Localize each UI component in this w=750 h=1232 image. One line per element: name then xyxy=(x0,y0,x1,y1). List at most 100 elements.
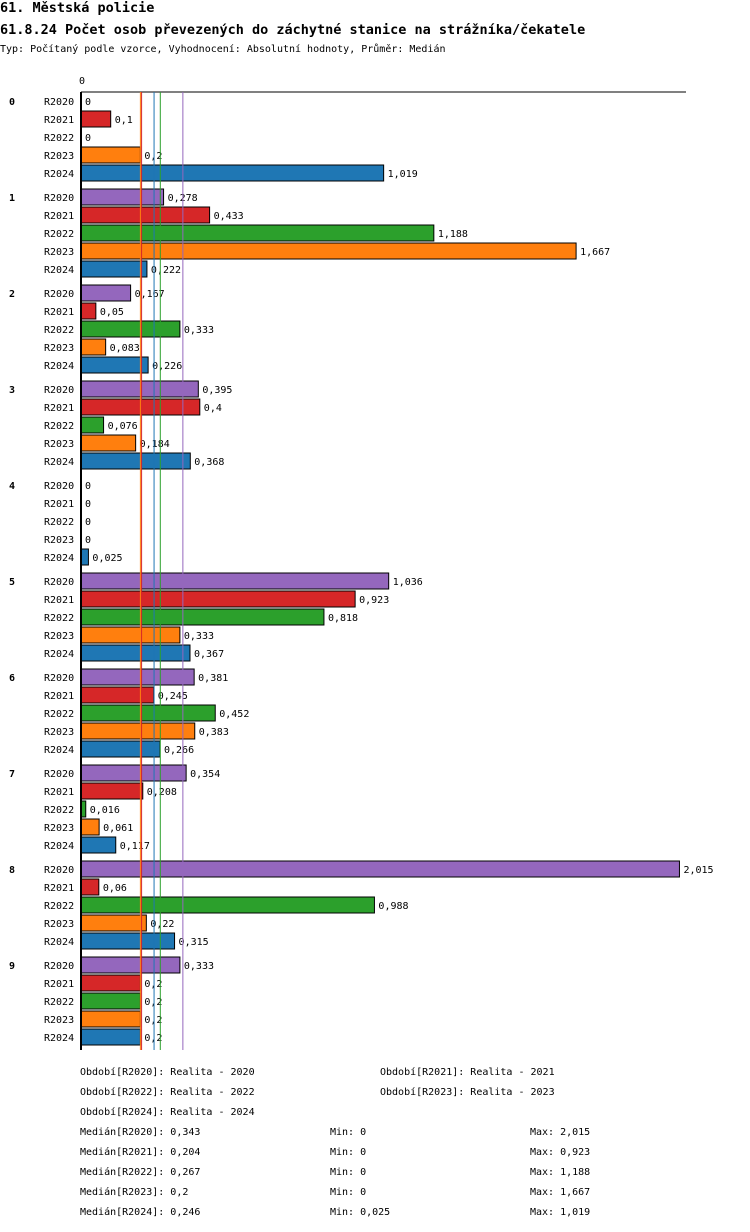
legend-median: Medián[R2023]: 0,2 xyxy=(80,1187,189,1198)
series-row-label: R2020 xyxy=(44,385,74,396)
series-row-label: R2024 xyxy=(44,265,74,276)
data-label: 1,036 xyxy=(393,577,423,588)
bar xyxy=(80,164,385,182)
bar xyxy=(80,206,211,224)
section-title: 61. Městská policie xyxy=(0,0,155,16)
series-row-label: R2023 xyxy=(44,535,74,546)
series-row-label: R2022 xyxy=(44,901,74,912)
data-label: 0,381 xyxy=(198,673,228,684)
bar xyxy=(80,548,89,566)
series-row-label: R2022 xyxy=(44,613,74,624)
data-label: 0,184 xyxy=(140,439,170,450)
series-row-label: R2022 xyxy=(44,517,74,528)
data-label: 0,208 xyxy=(147,787,177,798)
data-label: 0,923 xyxy=(359,595,389,606)
data-label: 0,2 xyxy=(144,1015,162,1026)
series-row-label: R2023 xyxy=(44,823,74,834)
legend-max: Max: 1,019 xyxy=(530,1207,591,1218)
series-row-label: R2024 xyxy=(44,745,74,756)
category-label: 1 xyxy=(9,193,15,204)
bar xyxy=(80,320,181,338)
series-row-label: R2021 xyxy=(44,691,74,702)
data-label: 0 xyxy=(85,499,91,510)
data-label: 0,818 xyxy=(328,613,358,624)
data-label: 0,988 xyxy=(378,901,408,912)
category-label: 0 xyxy=(9,97,15,108)
series-row-label: R2024 xyxy=(44,361,74,372)
bar xyxy=(80,224,435,242)
series-row-label: R2022 xyxy=(44,229,74,240)
bar xyxy=(80,416,105,434)
chart-subtitle: Typ: Počítaný podle vzorce, Vyhodnocení:… xyxy=(0,44,446,55)
data-label: 0,433 xyxy=(214,211,244,222)
data-label: 0,06 xyxy=(103,883,127,894)
series-row-label: R2021 xyxy=(44,115,74,126)
series-row-label: R2020 xyxy=(44,673,74,684)
bar xyxy=(80,686,155,704)
series-row-label: R2020 xyxy=(44,97,74,108)
legend-period: Období[R2024]: Realita - 2024 xyxy=(80,1107,255,1118)
bar xyxy=(80,914,147,932)
series-row-label: R2023 xyxy=(44,631,74,642)
series-row-label: R2022 xyxy=(44,805,74,816)
series-row-label: R2020 xyxy=(44,193,74,204)
bar xyxy=(80,626,181,644)
legend-median: Medián[R2020]: 0,343 xyxy=(80,1127,201,1138)
bar xyxy=(80,572,390,590)
category-label: 5 xyxy=(9,577,15,588)
series-row-label: R2021 xyxy=(44,883,74,894)
series-row-label: R2020 xyxy=(44,865,74,876)
series-row-label: R2023 xyxy=(44,1015,74,1026)
bar xyxy=(80,338,107,356)
series-row-label: R2020 xyxy=(44,289,74,300)
data-label: 0,016 xyxy=(90,805,120,816)
legend-median: Medián[R2021]: 0,204 xyxy=(80,1147,201,1158)
series-row-label: R2024 xyxy=(44,553,74,564)
series-row-label: R2024 xyxy=(44,937,74,948)
bar xyxy=(80,242,577,260)
series-row-label: R2023 xyxy=(44,151,74,162)
bar xyxy=(80,992,141,1010)
data-label: 0,315 xyxy=(179,937,209,948)
data-label: 2,015 xyxy=(683,865,713,876)
data-label: 0,367 xyxy=(194,649,224,660)
data-label: 0 xyxy=(85,97,91,108)
bar xyxy=(80,452,191,470)
series-row-label: R2023 xyxy=(44,343,74,354)
series-row-label: R2021 xyxy=(44,979,74,990)
legend-period: Období[R2023]: Realita - 2023 xyxy=(380,1087,555,1098)
data-label: 0,061 xyxy=(103,823,133,834)
data-label: 0,368 xyxy=(194,457,224,468)
series-row-label: R2020 xyxy=(44,769,74,780)
data-label: 0,395 xyxy=(202,385,232,396)
data-label: 0 xyxy=(85,517,91,528)
category-label: 8 xyxy=(9,865,15,876)
bar xyxy=(80,380,199,398)
bar xyxy=(80,590,356,608)
series-row-label: R2021 xyxy=(44,787,74,798)
series-row-label: R2023 xyxy=(44,247,74,258)
data-label: 0,266 xyxy=(164,745,194,756)
series-row-label: R2020 xyxy=(44,577,74,588)
series-row-label: R2022 xyxy=(44,421,74,432)
bar xyxy=(80,722,196,740)
data-label: 0,226 xyxy=(152,361,182,372)
bar xyxy=(80,284,132,302)
data-label: 0,245 xyxy=(158,691,188,702)
category-label: 6 xyxy=(9,673,15,684)
legend-min: Min: 0 xyxy=(330,1127,367,1138)
data-label: 0,4 xyxy=(204,403,222,414)
data-label: 0,452 xyxy=(219,709,249,720)
series-row-label: R2024 xyxy=(44,841,74,852)
series-row-label: R2021 xyxy=(44,595,74,606)
bar xyxy=(80,188,165,206)
series-row-label: R2021 xyxy=(44,499,74,510)
data-label: 0 xyxy=(85,481,91,492)
bar xyxy=(80,608,325,626)
data-label: 1,667 xyxy=(580,247,610,258)
data-label: 0,167 xyxy=(135,289,165,300)
data-label: 0,1 xyxy=(115,115,133,126)
data-label: 0,333 xyxy=(184,961,214,972)
bar xyxy=(80,260,148,278)
